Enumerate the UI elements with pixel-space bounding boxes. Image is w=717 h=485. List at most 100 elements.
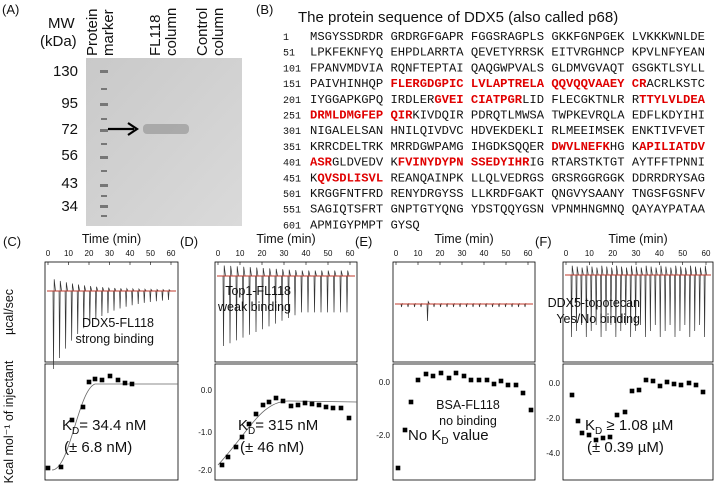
data-point — [520, 390, 526, 396]
x-tick-label: 20 — [85, 249, 94, 258]
kd-text: = 315 nM — [255, 417, 318, 434]
x-tick-label: 10 — [236, 249, 245, 258]
panel-label: (F) — [535, 234, 552, 249]
fit-curve — [217, 400, 358, 466]
x-tick-label: 50 — [146, 249, 155, 258]
sequence-segment: GLDVEDV K — [332, 156, 399, 170]
residue-number: 201 — [283, 96, 301, 107]
x-tick-label: 0 — [216, 249, 221, 258]
mw-marker: 130 — [53, 63, 78, 80]
data-point — [246, 421, 252, 427]
sequence-line: SAGIQTSFRT GNPTGTYQNG YDSTQQYGSN VPNMHNG… — [310, 203, 706, 217]
data-point — [295, 402, 301, 408]
mw-unit: (kDa) — [40, 33, 77, 50]
ladder-bands — [100, 70, 108, 217]
x-tick-label: 50 — [502, 249, 511, 258]
plot-frame — [44, 363, 179, 481]
data-point — [607, 434, 613, 440]
x-tick-label: 30 — [280, 249, 289, 258]
kd-text: K — [62, 417, 72, 434]
data-point — [266, 399, 272, 405]
kd-text: = 34.4 nM — [79, 417, 146, 434]
mw-marker: 95 — [61, 95, 78, 112]
sequence-segment: REANQAINPK LLQLVEDRGS GRSRGGRGGK DDRRDRY… — [383, 171, 705, 185]
data-point — [107, 373, 113, 379]
y-tick-label: 0.0 — [549, 379, 561, 388]
sequence-segment: MSGYSSDRDR GRDRGFGAPR FGGSRAGPLS GKKFGNP… — [310, 30, 705, 44]
sequence-segment: KIVDQIR PDRQTLMWSA TWPKEVRQLA EDFLKDYIHI — [412, 109, 705, 123]
protein-band — [143, 124, 189, 134]
sequence-line: PAIVHINHQP FLERGDGPIC LVLAPTRELA QQVQQVA… — [310, 77, 705, 91]
sequence-segment: KRRCDELTRK MRRDGWPAMG IHGDKSQQER — [310, 140, 551, 154]
data-point — [693, 382, 699, 388]
data-point — [586, 432, 592, 438]
x-tick-label: 30 — [105, 249, 114, 258]
sequence-line: APMIGYPMPT GYSQ — [310, 218, 420, 232]
annotation: DDX5-topotecan — [548, 296, 640, 310]
sequence-segment: DRMLDMGFEP QIR — [310, 109, 413, 123]
panel-label: (E) — [355, 234, 372, 249]
data-point — [330, 405, 336, 411]
y-axis-title: µcal/sec — [2, 289, 16, 335]
data-point — [664, 379, 670, 385]
kd-subscript: D — [248, 426, 255, 437]
data-point — [99, 377, 105, 383]
data-point — [80, 404, 86, 410]
plot-frame — [44, 261, 179, 363]
data-point — [273, 395, 279, 401]
x-tick-label: 50 — [324, 249, 333, 258]
sequence-line: DRMLDMGFEP QIRKIVDQIR PDRQTLMWSA TWPKEVR… — [310, 109, 705, 123]
x-axis-title: Time (min) — [82, 232, 141, 246]
data-point — [614, 412, 620, 418]
data-point — [219, 462, 225, 468]
annotation: weak binding — [217, 300, 291, 314]
data-point — [323, 404, 329, 410]
data-point — [309, 401, 315, 407]
sequence-line: IYGGAPKGPQ IRDLERGVEI CIATPGRLID FLECGKT… — [310, 93, 706, 107]
panel-label: (A) — [2, 2, 19, 17]
data-point — [657, 383, 663, 389]
data-point — [686, 380, 692, 386]
residue-number: 301 — [283, 127, 301, 138]
data-point — [302, 400, 308, 406]
annotation: DDX5-FL118 — [82, 316, 154, 330]
plot-frame — [214, 363, 358, 481]
sequence-segment: LPKFEKNFYQ EHPDLARRTA QEVETYRRSK EITVRGH… — [310, 46, 705, 60]
sequence-segment: K — [310, 171, 318, 185]
panel-label: (C) — [3, 234, 21, 249]
sequence-segment: GVEI CIATPGR — [434, 93, 522, 107]
y-tick-label: -1.0 — [198, 428, 212, 437]
gel-image — [86, 58, 242, 226]
data-point — [593, 437, 599, 443]
data-point — [122, 380, 128, 386]
residue-number: 351 — [283, 143, 301, 154]
plot-frame — [562, 363, 714, 481]
data-point — [402, 427, 408, 433]
x-tick-label: 40 — [302, 249, 311, 258]
x-tick-label: 10 — [414, 249, 423, 258]
x-axis-title: Time (min) — [256, 232, 315, 246]
sequence-line: LPKFEKNFYQ EHPDLARRTA QEVETYRRSK EITVRGH… — [310, 46, 705, 60]
mw-title: MW — [48, 15, 75, 32]
annotation: no binding — [439, 414, 497, 428]
data-point — [700, 389, 706, 395]
x-tick-label: 0 — [46, 249, 51, 258]
kd-value: No KD value — [408, 427, 489, 447]
residue-number: 401 — [283, 159, 301, 170]
data-point — [446, 375, 452, 381]
kd-text: K — [585, 417, 595, 434]
data-point — [579, 430, 585, 436]
x-tick-label: 50 — [678, 249, 687, 258]
kd-text: value — [449, 427, 489, 444]
sequence-segment: HG K — [610, 140, 640, 154]
residue-number: 51 — [283, 49, 295, 60]
x-tick-label: 60 — [346, 249, 355, 258]
lane-header: FL118 — [147, 15, 164, 56]
kd-error: (± 6.8 nM) — [64, 439, 132, 456]
plot-frame — [562, 261, 714, 363]
sequence-segment: ASR — [310, 156, 333, 170]
sequence-segment: ACRLKSTC — [646, 77, 705, 91]
sequence-segment: IYGGAPKGPQ IRDLER — [310, 93, 434, 107]
x-tick-label: 0 — [394, 249, 399, 258]
mw-marker: 72 — [61, 121, 78, 138]
